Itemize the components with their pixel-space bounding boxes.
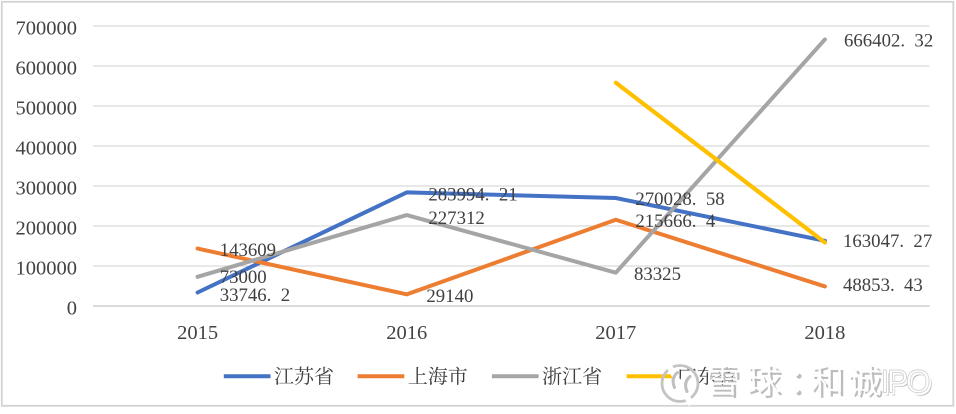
svg-text:73000: 73000 xyxy=(220,267,267,288)
svg-text:2016: 2016 xyxy=(386,322,427,344)
svg-text:100000: 100000 xyxy=(16,257,78,279)
svg-text:IPO: IPO xyxy=(881,364,930,400)
svg-text:500000: 500000 xyxy=(16,97,78,119)
svg-text:270028. 58: 270028. 58 xyxy=(635,189,724,210)
svg-text:IPO: IPO xyxy=(883,366,932,402)
svg-text:IPO: IPO xyxy=(882,365,931,401)
svg-text:200000: 200000 xyxy=(16,217,78,239)
svg-text:400000: 400000 xyxy=(16,137,78,159)
svg-text:2018: 2018 xyxy=(804,322,845,344)
svg-text:2015: 2015 xyxy=(177,322,218,344)
svg-text:163047. 27: 163047. 27 xyxy=(843,231,932,252)
svg-text:227312: 227312 xyxy=(428,208,484,229)
svg-text:600000: 600000 xyxy=(16,57,78,79)
svg-text:2017: 2017 xyxy=(595,322,636,344)
svg-text:33746. 2: 33746. 2 xyxy=(220,285,290,306)
svg-text:143609: 143609 xyxy=(220,240,276,261)
svg-text:83325: 83325 xyxy=(634,264,681,285)
svg-text:215666. 4: 215666. 4 xyxy=(635,211,715,232)
svg-text:283994. 21: 283994. 21 xyxy=(428,184,517,205)
svg-text:300000: 300000 xyxy=(16,177,78,199)
svg-text:29140: 29140 xyxy=(426,286,473,307)
svg-text:666402. 32: 666402. 32 xyxy=(844,30,933,51)
svg-text:48853. 43: 48853. 43 xyxy=(843,275,923,296)
svg-text:700000: 700000 xyxy=(16,17,78,39)
svg-text:0: 0 xyxy=(67,297,77,319)
